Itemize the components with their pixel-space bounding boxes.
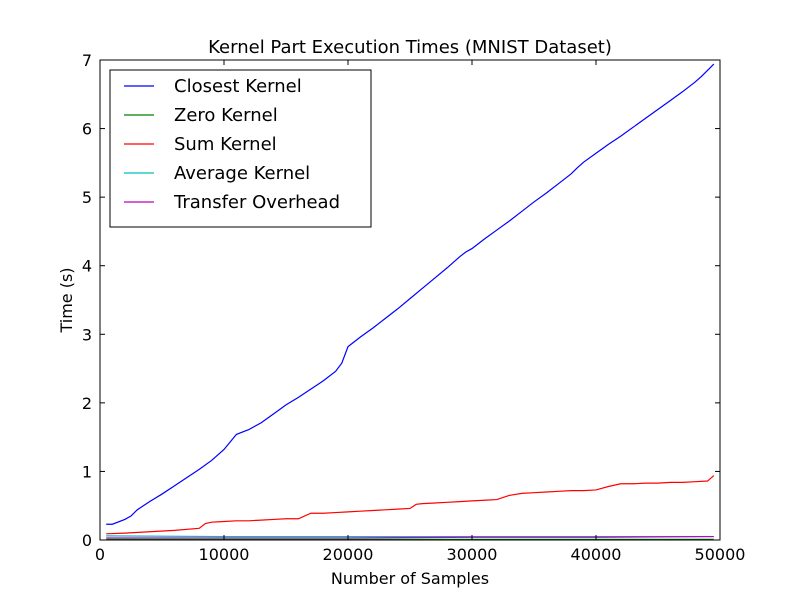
- legend-label-4: Transfer Overhead: [173, 192, 340, 213]
- y-tick-label: 3: [82, 325, 92, 344]
- y-tick-label: 6: [82, 120, 92, 139]
- legend: Closest Kernel Zero Kernel Sum Kernel Avera…: [109, 69, 372, 228]
- y-tick-label: 4: [82, 257, 92, 276]
- y-tick-label: 7: [82, 51, 92, 70]
- axis-ticks: 0 10000 20000 30000 40000 50000 0 1 2 3 4 5 6 7: [82, 51, 746, 564]
- y-axis-label: Time (s): [57, 267, 76, 333]
- y-tick-label: 2: [82, 394, 92, 413]
- legend-label-0: Closest Kernel: [174, 76, 302, 97]
- legend-label-3: Average Kernel: [174, 163, 310, 184]
- x-tick-label: 10000: [199, 545, 250, 564]
- x-tick-label: 30000: [447, 545, 498, 564]
- y-tick-label: 5: [82, 188, 92, 207]
- y-tick-label: 1: [82, 462, 92, 481]
- x-tick-label: 20000: [323, 545, 374, 564]
- legend-label-2: Sum Kernel: [174, 134, 277, 155]
- x-tick-label: 0: [95, 545, 105, 564]
- plot-area: [106, 63, 715, 540]
- series-line-4: [106, 535, 714, 539]
- x-tick-label: 50000: [695, 545, 746, 564]
- series-line-0: [106, 63, 715, 525]
- plot-frame: [99, 59, 721, 541]
- legend-label-1: Zero Kernel: [174, 105, 278, 126]
- x-tick-label: 40000: [571, 545, 622, 564]
- series-line-2: [106, 475, 715, 535]
- series-line-3: [106, 535, 714, 538]
- chart-title: Kernel Part Execution Times (MNIST Datas…: [208, 37, 612, 58]
- y-tick-label: 0: [82, 531, 92, 550]
- legend-box: [109, 69, 372, 228]
- x-axis-label: Number of Samples: [331, 569, 489, 588]
